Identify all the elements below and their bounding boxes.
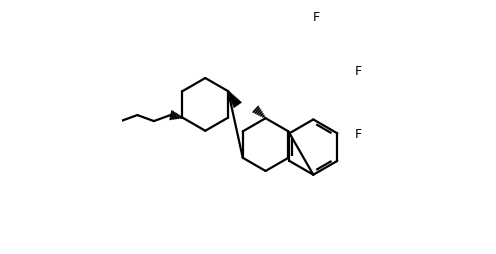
Text: F: F: [312, 11, 319, 24]
Text: F: F: [355, 65, 362, 78]
Text: F: F: [355, 128, 362, 141]
Polygon shape: [228, 91, 242, 108]
